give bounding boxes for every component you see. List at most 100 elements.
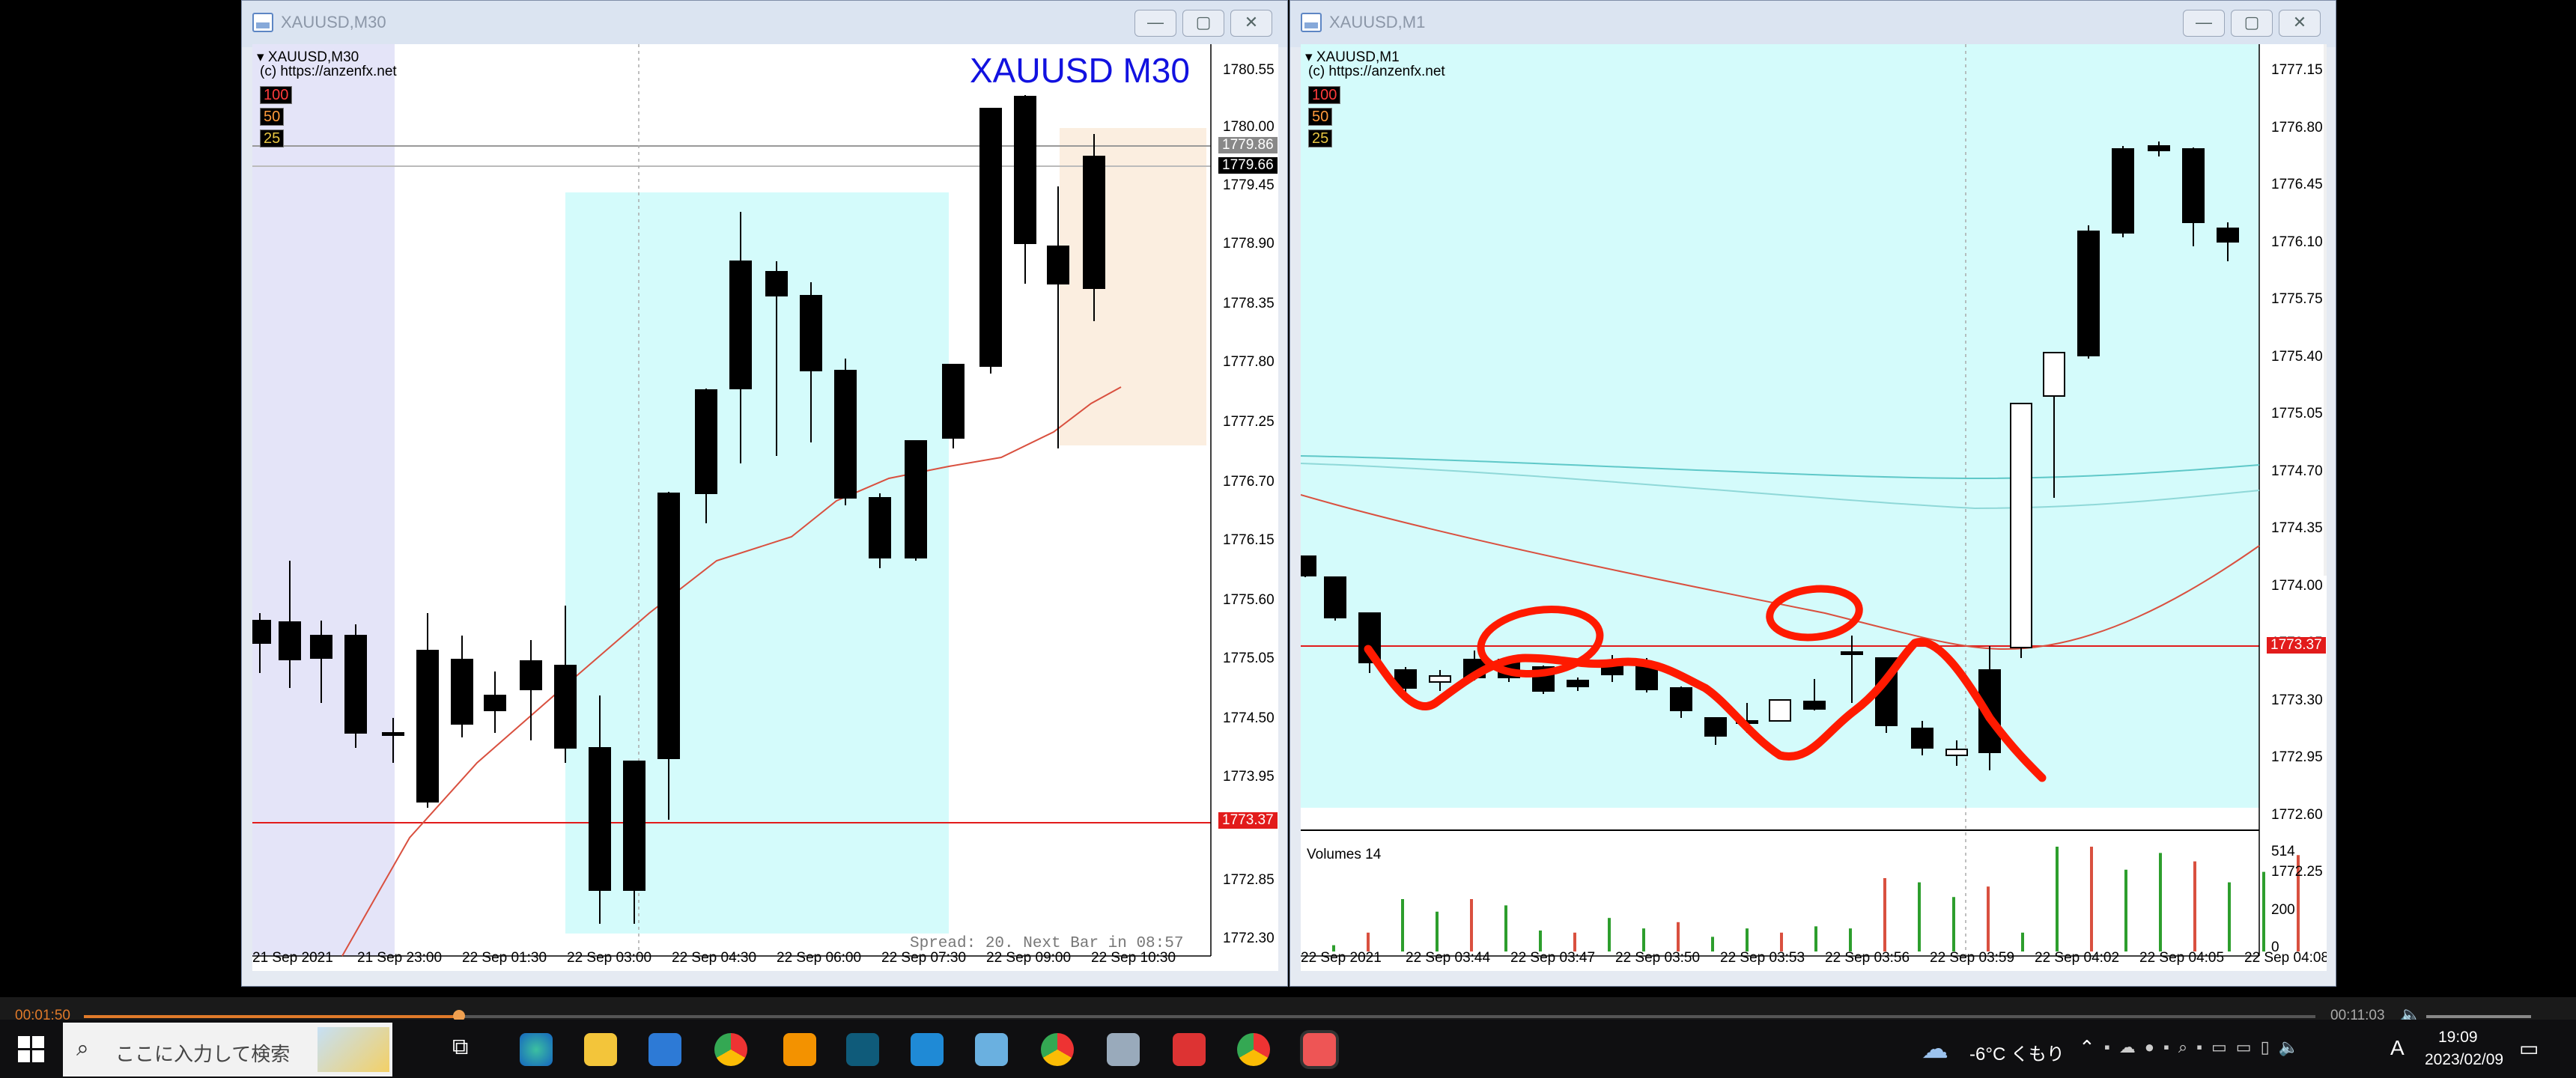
store-icon[interactable] <box>648 1033 681 1066</box>
price-tick-label: 1777.25 <box>1223 414 1275 430</box>
right-window-title: XAUUSD,M1 <box>1329 13 1426 31</box>
left-window-titlebar[interactable]: XAUUSD,M30 — ▢ ✕ <box>242 1 1287 47</box>
search-app-icon[interactable] <box>783 1033 816 1066</box>
session-zone-peach <box>1060 128 1206 445</box>
price-tick-label: 1774.00 <box>2271 577 2323 594</box>
symbol-title: XAUUSD M30 <box>970 51 1190 90</box>
candle-body <box>1567 680 1589 687</box>
right-window-titlebar[interactable]: XAUUSD,M1 — ▢ ✕ <box>1290 1 2336 47</box>
tray-chevron-icon[interactable]: ⌃ <box>2079 1036 2095 1059</box>
drawing-toolbar[interactable] <box>2324 44 2327 576</box>
weather-cloud-icon: ☁ <box>1922 1033 1948 1064</box>
candle-body <box>1083 156 1105 289</box>
candle-body <box>1635 665 1658 690</box>
session-zone-lavender <box>252 44 395 956</box>
candle-body <box>1769 699 1791 722</box>
candle-body <box>2112 148 2134 234</box>
recorder-app-icon[interactable] <box>1303 1033 1336 1066</box>
copyright-text: (c) https://anzenfx.net <box>1308 64 1445 79</box>
close-button[interactable]: ✕ <box>2279 10 2321 37</box>
task-view-icon[interactable]: ⧉ <box>452 1035 469 1059</box>
price-tick-label: 1779.45 <box>1223 177 1275 193</box>
right-candle-chart[interactable] <box>1301 44 2327 971</box>
candle-body <box>520 660 542 690</box>
chrome-icon[interactable] <box>714 1033 747 1066</box>
time-tick-label: 22 Sep 03:47 <box>1510 950 1596 966</box>
candle-body <box>252 620 271 644</box>
price-tick-label: 1776.45 <box>2271 177 2323 192</box>
time-tick-label: 22 Sep 04:05 <box>2139 950 2225 966</box>
price-tick-label: 1780.00 <box>1223 119 1275 135</box>
progress-track[interactable] <box>84 1010 2315 1022</box>
tray-icons[interactable]: ▪☁●▪⌕▪▭▭▯🔈 <box>2104 1038 2309 1056</box>
start-button[interactable] <box>18 1036 45 1063</box>
price-tick-label: 1775.40 <box>2271 348 2323 365</box>
candle-body <box>1301 555 1316 576</box>
level-badge-100: 100 <box>260 86 293 104</box>
zone-gap <box>1301 808 2259 830</box>
volume-scale-max: 514 <box>2271 844 2295 859</box>
candle-body <box>2010 403 2032 648</box>
time-tick-label: 22 Sep 03:44 <box>1406 950 1491 966</box>
chart-window-icon <box>252 13 273 32</box>
time-tick-label: 22 Sep 06:00 <box>777 950 862 966</box>
left-candle-chart[interactable] <box>252 44 1278 971</box>
level-badge-25: 25 <box>1308 130 1333 147</box>
candle-body <box>695 389 717 494</box>
minimize-button[interactable]: — <box>1134 10 1176 37</box>
volume-slider[interactable] <box>2426 1015 2531 1018</box>
chart-window-icon <box>1301 13 1322 32</box>
price-tick-label: 1775.05 <box>1223 651 1275 666</box>
price-tick-label: 1778.35 <box>1223 296 1275 311</box>
maximize-button[interactable]: ▢ <box>1182 10 1224 37</box>
notes-app-icon[interactable] <box>975 1033 1008 1066</box>
clock-time[interactable]: 19:09 <box>2438 1029 2478 1046</box>
candle-body <box>1803 701 1826 710</box>
volumes-indicator-label: Volumes 14 <box>1307 847 1382 862</box>
notification-icon[interactable]: ▭ <box>2519 1037 2539 1060</box>
progress-handle[interactable] <box>452 1010 465 1022</box>
ime-indicator[interactable]: A <box>2390 1036 2405 1059</box>
time-tick-label: 22 Sep 03:56 <box>1825 950 1910 966</box>
vscode-icon[interactable] <box>911 1033 944 1066</box>
minimize-button[interactable]: — <box>2183 10 2225 37</box>
taskbar-search-box[interactable]: ⌕ ここに入力して検索 <box>63 1023 392 1077</box>
price-tick-label: 1772.60 <box>2271 806 2323 823</box>
edge-icon[interactable] <box>520 1033 553 1066</box>
file-explorer-icon[interactable] <box>584 1033 617 1066</box>
time-tick-label: 22 Sep 03:59 <box>1930 950 2015 966</box>
clock-date[interactable]: 2023/02/09 <box>2425 1051 2504 1068</box>
price-tick-label: 1776.15 <box>1223 532 1275 548</box>
level-badge-50: 50 <box>1308 108 1333 126</box>
total-time: 00:11:03 <box>2330 1008 2385 1023</box>
weather-text[interactable]: -6°C くもり <box>1969 1044 2065 1065</box>
close-button[interactable]: ✕ <box>1230 10 1272 37</box>
right-chart-area[interactable]: ▾ XAUUSD,M1 (c) https://anzenfx.net 100 … <box>1301 44 2327 971</box>
level-badge-25: 25 <box>260 130 285 147</box>
candle-body <box>2148 145 2170 151</box>
left-chart-area[interactable]: ▾ XAUUSD,M30 (c) https://anzenfx.net XAU… <box>252 44 1278 971</box>
candle-body <box>979 108 1002 367</box>
time-tick-label: 22 Sep 10:30 <box>1091 950 1176 966</box>
candle-body <box>2043 352 2065 397</box>
candle-body <box>1841 651 1863 655</box>
chrome-alt-icon[interactable] <box>1237 1033 1270 1066</box>
candle-body <box>905 440 927 558</box>
candle-body <box>729 261 752 389</box>
candle-body <box>554 665 577 749</box>
chrome-profile-icon[interactable] <box>1041 1033 1074 1066</box>
copyright-text: (c) https://anzenfx.net <box>260 64 397 79</box>
trading-app-icon[interactable] <box>846 1033 879 1066</box>
candle-body <box>623 761 645 891</box>
time-tick-label: 22 Sep 09:00 <box>986 950 1072 966</box>
candle-body <box>451 659 473 725</box>
price-tick-label: 1773.95 <box>1223 769 1275 785</box>
candle-body <box>1704 717 1727 737</box>
presentation-app-icon[interactable] <box>1173 1033 1206 1066</box>
price-tick-label: 1775.60 <box>1223 592 1275 608</box>
candle-body <box>484 695 506 711</box>
maximize-button[interactable]: ▢ <box>2231 10 2273 37</box>
terminal-app-icon[interactable] <box>1107 1033 1140 1066</box>
time-tick-label: 22 Sep 04:02 <box>2035 950 2120 966</box>
price-tick-label: 1774.50 <box>1223 710 1275 726</box>
